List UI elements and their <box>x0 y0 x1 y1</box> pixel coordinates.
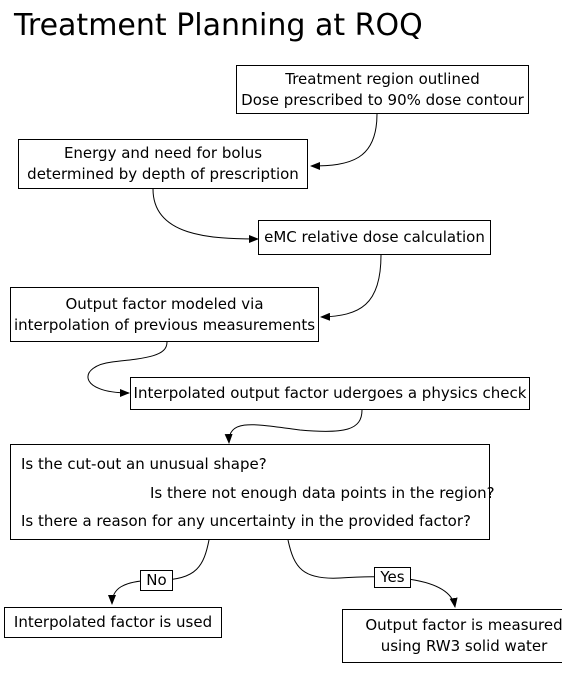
connector-physics-to-questions <box>224 409 363 444</box>
node-energy-bolus-line1: Energy and need for bolus <box>63 144 263 162</box>
node-output-factor-measured-line2: using RW3 solid water <box>380 637 548 655</box>
connector-emc-to-output <box>320 254 382 321</box>
node-output-factor-measured-line1: Output factor is measured <box>365 616 562 634</box>
node-energy-bolus-line2: determined by depth of prescription <box>27 165 299 183</box>
node-physics-check: Interpolated output factor udergoes a ph… <box>130 377 530 410</box>
connector-questions-to-yes <box>287 539 458 608</box>
node-output-factor-model-line1: Output factor modeled via <box>65 294 264 313</box>
question-uncertainty: Is there a reason for any uncertainty in… <box>21 512 471 530</box>
node-physics-check-line1: Interpolated output factor udergoes a ph… <box>133 384 527 402</box>
connector-output-to-physics <box>87 341 168 397</box>
edge-label-no: No <box>140 570 173 591</box>
question-insufficient-data: Is there not enough data points in the r… <box>150 484 495 502</box>
node-interpolated-factor-used: Interpolated factor is used <box>4 607 222 638</box>
node-treatment-region-line2: Dose prescribed to 90% dose contour <box>241 90 524 109</box>
node-energy-bolus: Energy and need for bolus determined by … <box>18 139 308 189</box>
node-treatment-region-line1: Treatment region outlined <box>285 69 480 88</box>
connector-region-to-energy <box>310 113 378 170</box>
node-interpolated-factor-used-line1: Interpolated factor is used <box>13 613 213 631</box>
node-treatment-region: Treatment region outlined Dose prescribe… <box>236 65 529 114</box>
node-output-factor-model: Output factor modeled via interpolation … <box>10 287 319 342</box>
connector-energy-to-emc <box>152 188 259 243</box>
question-unusual-shape: Is the cut-out an unusual shape? <box>21 455 267 473</box>
node-output-factor-model-line2: interpolation of previous measurements <box>13 315 316 334</box>
node-emc-calculation: eMC relative dose calculation <box>258 220 491 255</box>
diagram-title: Treatment Planning at ROQ <box>14 8 423 43</box>
node-decision-questions: Is the cut-out an unusual shape? Is ther… <box>10 444 495 540</box>
node-emc-calculation-line1: eMC relative dose calculation <box>264 228 485 246</box>
edge-label-yes: Yes <box>374 567 411 588</box>
node-output-factor-measured: Output factor is measured using RW3 soli… <box>342 609 562 663</box>
